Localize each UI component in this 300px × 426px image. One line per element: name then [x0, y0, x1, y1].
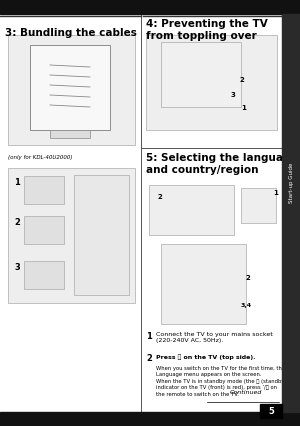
- Text: Connect the TV to your mains socket
(220-240V AC, 50Hz).: Connect the TV to your mains socket (220…: [156, 332, 273, 343]
- Bar: [24, 176, 64, 204]
- Bar: [74, 175, 129, 295]
- Bar: [24, 216, 64, 244]
- Text: 3: Bundling the cables: 3: Bundling the cables: [5, 28, 137, 38]
- Text: 2: 2: [157, 194, 162, 200]
- Text: Start-up Guide: Start-up Guide: [289, 163, 293, 203]
- Bar: [282, 14, 300, 412]
- Text: 5: 5: [268, 406, 274, 415]
- Text: (only for KDL-40U2000): (only for KDL-40U2000): [8, 155, 73, 160]
- Bar: [161, 244, 246, 324]
- Bar: [146, 35, 277, 130]
- Text: 2: 2: [146, 354, 152, 363]
- Bar: [50, 130, 90, 138]
- Bar: [161, 42, 241, 107]
- Bar: [8, 168, 135, 303]
- Text: 2: 2: [246, 275, 251, 281]
- Text: 1: 1: [273, 190, 278, 196]
- Text: When you switch on the TV for the first time, the
Language menu appears on the s: When you switch on the TV for the first …: [156, 366, 286, 397]
- Text: 1: 1: [241, 105, 246, 111]
- Text: 3: 3: [14, 263, 20, 272]
- Bar: [241, 188, 276, 223]
- Text: 5: Selecting the language
and country/region: 5: Selecting the language and country/re…: [146, 153, 298, 176]
- Bar: [24, 261, 64, 289]
- Bar: [149, 185, 234, 235]
- Bar: [0, 412, 300, 426]
- Text: 4: Preventing the TV
from toppling over: 4: Preventing the TV from toppling over: [146, 19, 268, 41]
- Bar: [30, 45, 110, 130]
- Text: 1: 1: [14, 178, 20, 187]
- Text: 2: 2: [14, 218, 20, 227]
- Bar: [8, 35, 135, 145]
- Bar: [0, 0, 300, 14]
- Text: 2: 2: [239, 77, 244, 83]
- Bar: [260, 404, 282, 418]
- Text: 3: 3: [231, 92, 236, 98]
- Text: Continued: Continued: [230, 390, 262, 395]
- Text: 1: 1: [146, 332, 152, 341]
- Text: 3,4: 3,4: [241, 302, 252, 308]
- Text: Press ⓘ on the TV (top side).: Press ⓘ on the TV (top side).: [156, 354, 256, 360]
